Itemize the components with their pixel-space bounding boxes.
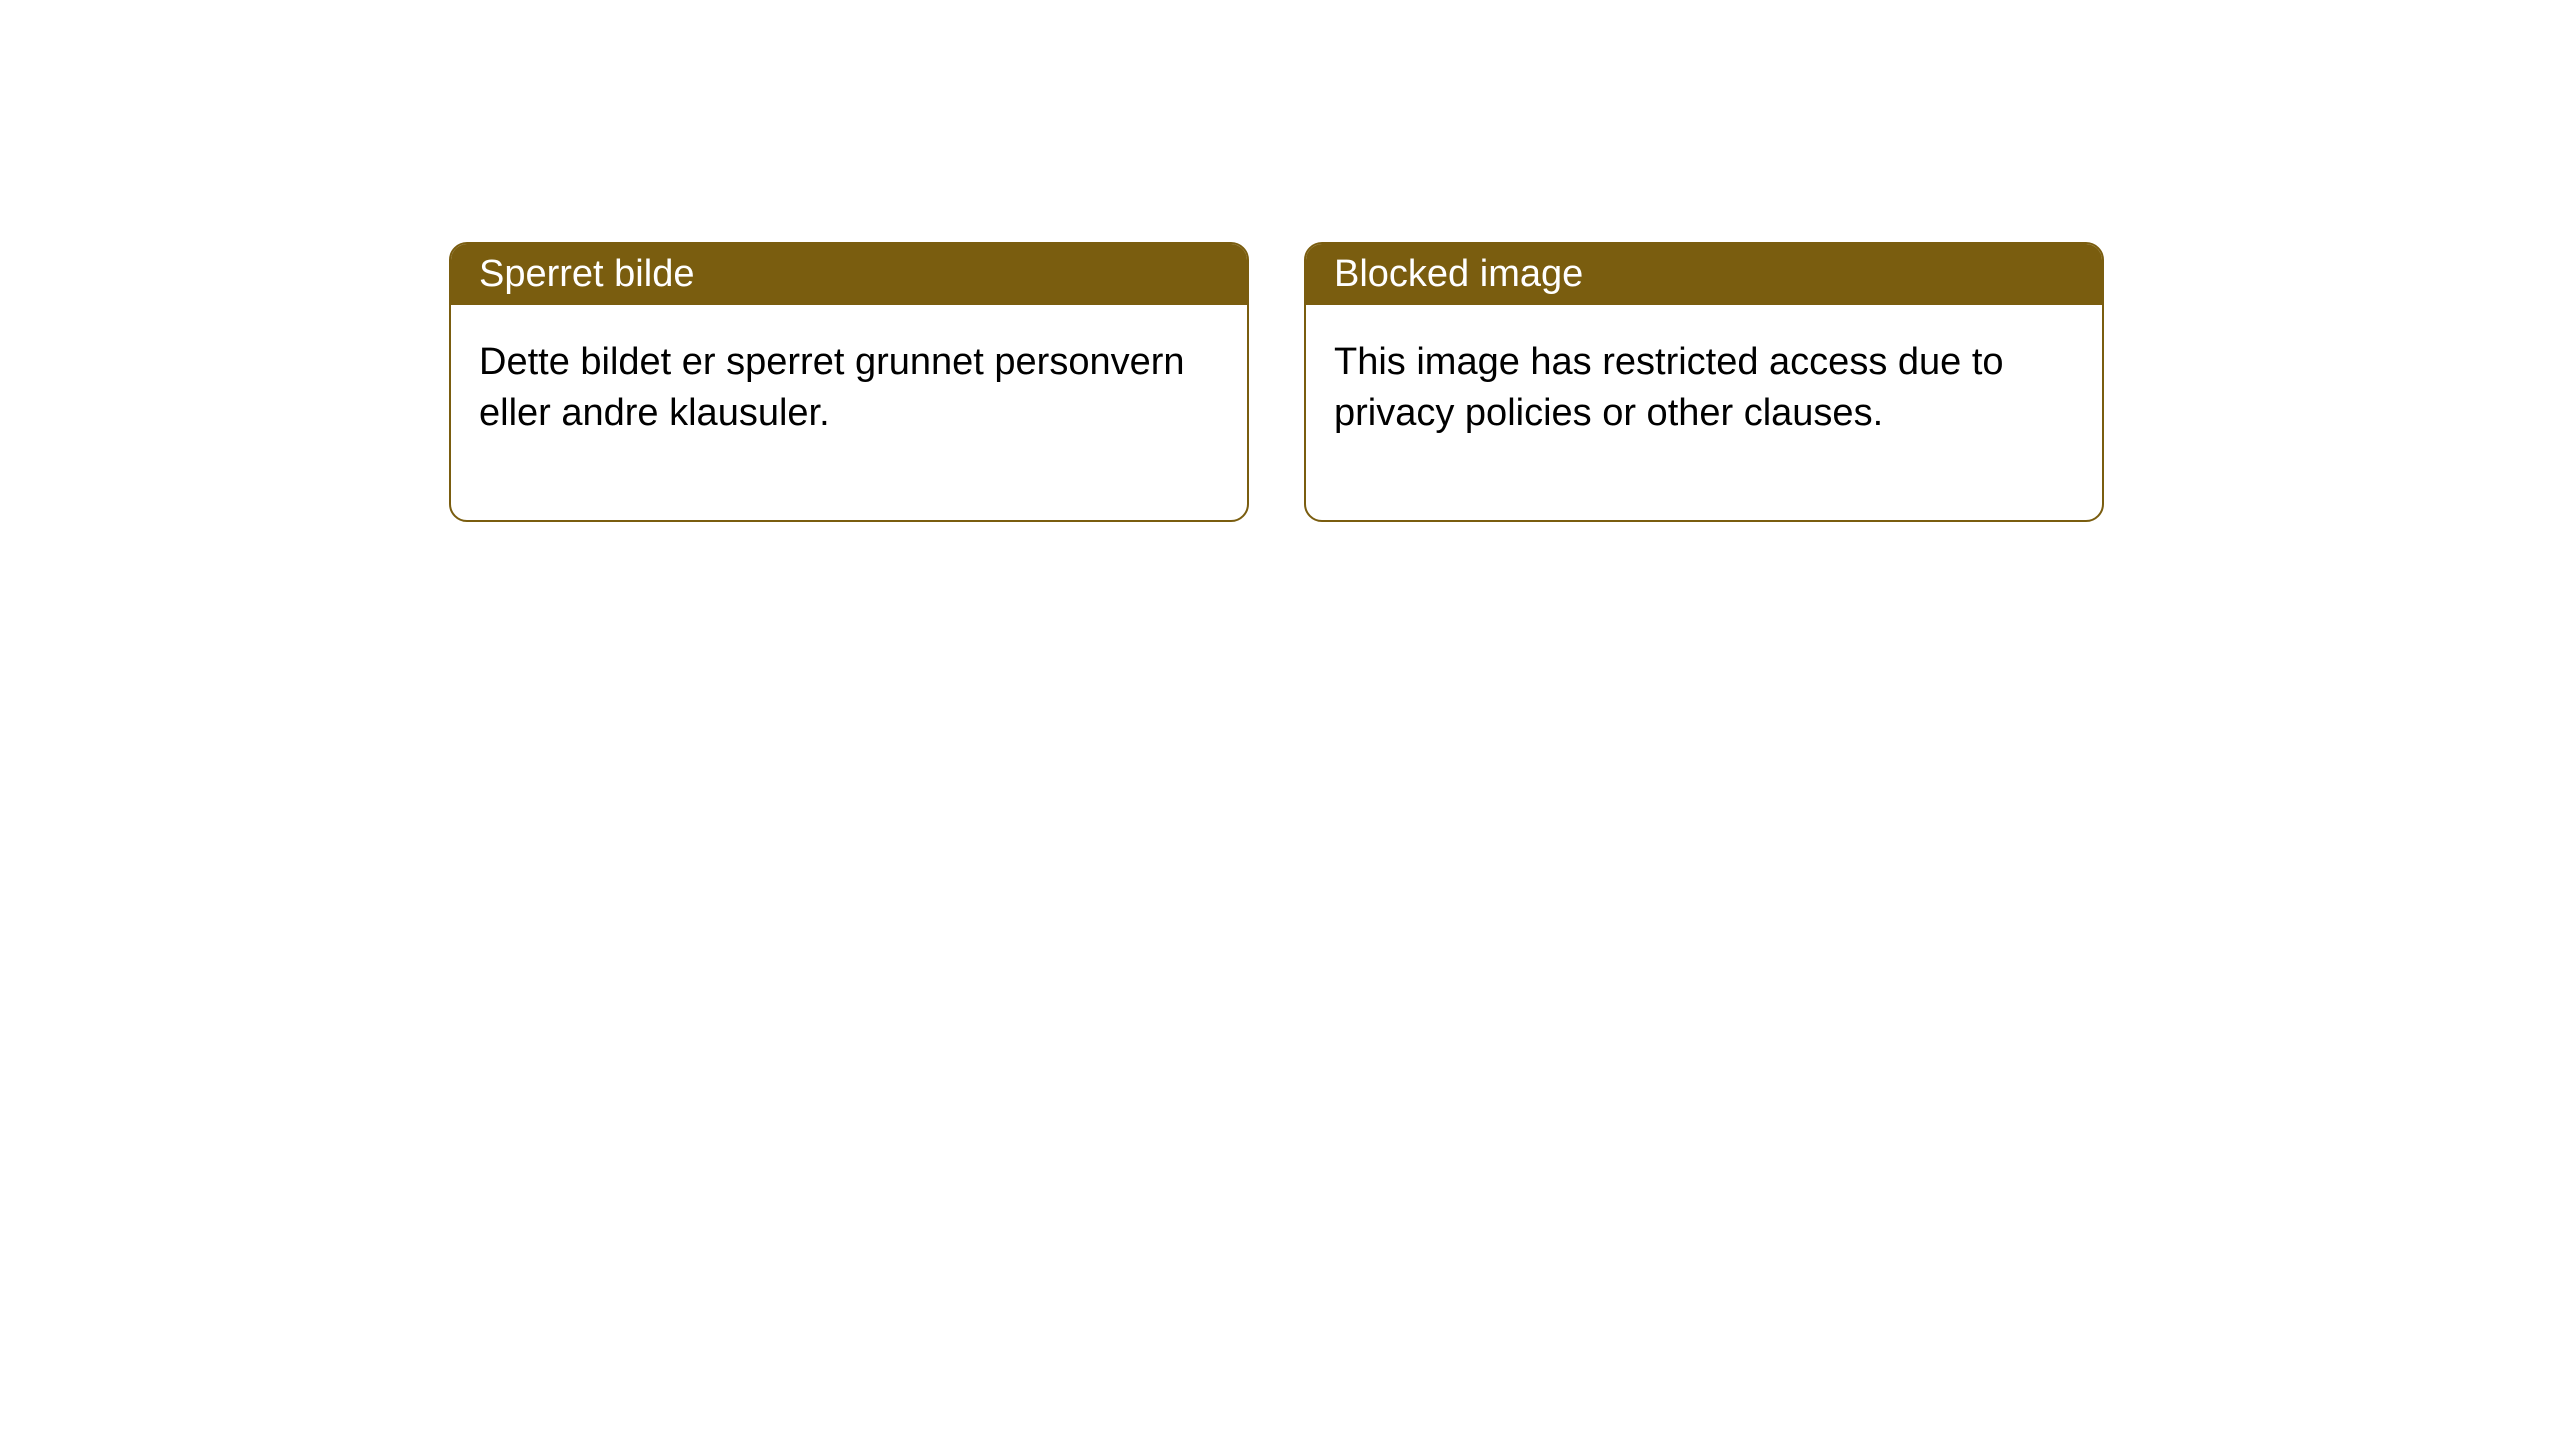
- card-title: Blocked image: [1306, 244, 2102, 305]
- card-body: Dette bildet er sperret grunnet personve…: [451, 305, 1247, 520]
- notice-container: Sperret bilde Dette bildet er sperret gr…: [0, 0, 2560, 522]
- card-title: Sperret bilde: [451, 244, 1247, 305]
- notice-card-no: Sperret bilde Dette bildet er sperret gr…: [449, 242, 1249, 522]
- card-body: This image has restricted access due to …: [1306, 305, 2102, 520]
- notice-card-en: Blocked image This image has restricted …: [1304, 242, 2104, 522]
